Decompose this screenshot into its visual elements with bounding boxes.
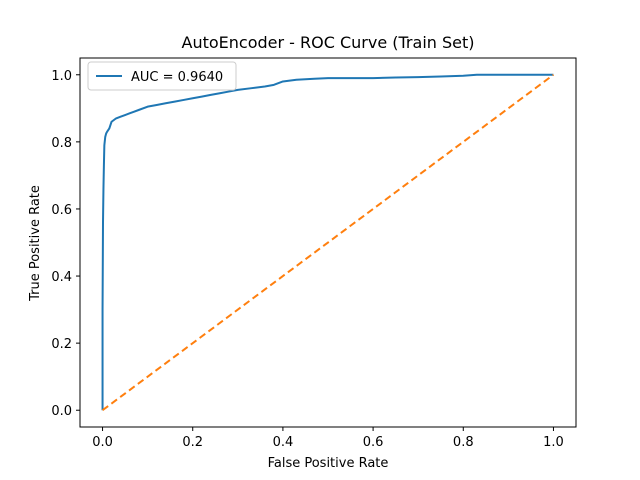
legend-box <box>87 61 237 91</box>
x-tick-label: 0.6 <box>363 435 384 450</box>
y-tick-label: 1.0 <box>51 69 72 84</box>
x-tick-label: 0.4 <box>273 435 294 450</box>
roc-curve-line <box>101 73 554 411</box>
x-tick-label: 0.8 <box>453 435 474 450</box>
axes-frame <box>79 57 577 428</box>
x-axis-label: False Positive Rate <box>268 456 389 471</box>
y-tick-label: 0.6 <box>51 203 72 218</box>
x-tick-label: 0.0 <box>92 435 113 450</box>
legend: AUC = 0.9640 <box>87 61 237 91</box>
y-axis-label: True Positive Rate <box>28 185 43 302</box>
y-tick-label: 0.0 <box>51 404 72 419</box>
legend-entry-auc: AUC = 0.9640 <box>131 70 223 85</box>
plot-area <box>101 73 555 412</box>
y-tick-label: 0.4 <box>51 270 72 285</box>
chart-title: AutoEncoder - ROC Curve (Train Set) <box>182 33 475 52</box>
x-tick-label: 0.2 <box>182 435 203 450</box>
axis-ticks: 0.0 0.2 0.4 0.6 0.8 1.0 0.0 0.2 0.4 0.6 0.8 1.0 <box>51 69 563 450</box>
y-tick-label: 0.2 <box>51 337 72 352</box>
y-tick-label: 0.8 <box>51 136 72 151</box>
chance-diagonal-line <box>101 73 555 412</box>
x-tick-label: 1.0 <box>543 435 564 450</box>
